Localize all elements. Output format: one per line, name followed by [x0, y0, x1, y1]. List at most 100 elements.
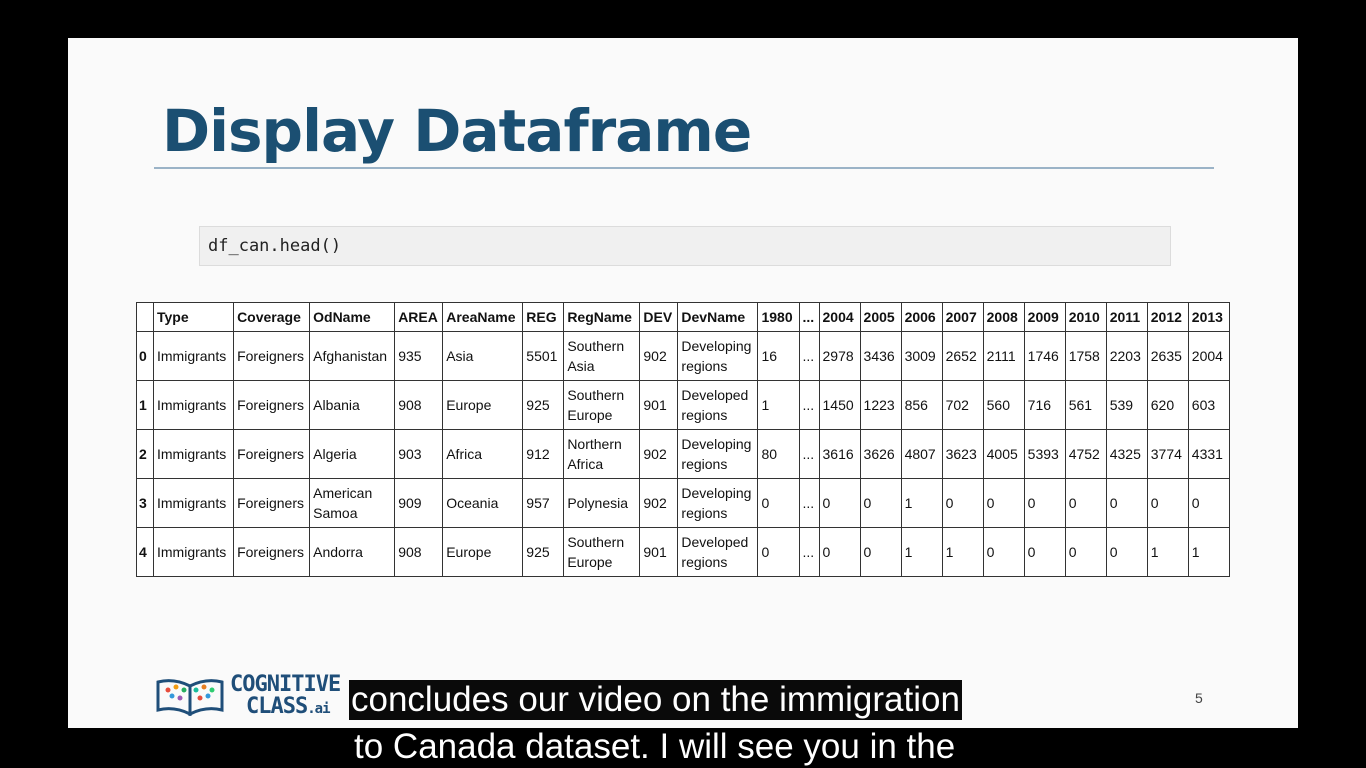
table-cell: 901 — [639, 380, 679, 430]
table-cell: 4005 — [982, 429, 1025, 479]
table-cell: Asia — [442, 331, 524, 381]
column-header: 2007 — [941, 302, 984, 332]
column-header: 2009 — [1023, 302, 1066, 332]
table-cell: 902 — [639, 478, 679, 528]
table-cell: 1 — [900, 478, 943, 528]
table-cell: 80 — [757, 429, 800, 479]
column-header: Type — [152, 302, 235, 332]
table-cell: 0 — [818, 478, 861, 528]
logo-text-class: CLASS — [246, 694, 308, 719]
table-cell: 1 — [757, 380, 800, 430]
table-cell: Foreigners — [233, 527, 311, 577]
table-row: 4 Immigrants Foreigners Andorra 908 Europe 925… — [136, 527, 1231, 577]
table-cell: 901 — [639, 527, 679, 577]
table-cell: 2004 — [1187, 331, 1231, 381]
page-number: 5 — [1195, 690, 1203, 706]
table-cell: Immigrants — [152, 380, 235, 430]
column-header: REG — [522, 302, 565, 332]
book-logo-icon — [156, 679, 224, 716]
column-header: 2004 — [818, 302, 861, 332]
table-cell: Developing regions — [677, 429, 759, 479]
table-cell: ... — [798, 380, 820, 430]
table-cell: 0 — [1064, 527, 1107, 577]
column-header: Coverage — [233, 302, 311, 332]
table-cell: 4752 — [1064, 429, 1107, 479]
column-header: 2006 — [900, 302, 943, 332]
table-cell: Albania — [309, 380, 396, 430]
table-cell: 560 — [982, 380, 1025, 430]
row-index: 1 — [136, 380, 154, 430]
logo-text-suffix: .ai — [307, 701, 330, 717]
table-cell: 0 — [757, 478, 800, 528]
table-cell: Africa — [442, 429, 524, 479]
table-cell: Europe — [442, 527, 524, 577]
table-cell: Foreigners — [233, 331, 311, 381]
table-cell: 0 — [818, 527, 861, 577]
code-text: df_can.head() — [208, 236, 342, 256]
code-cell: df_can.head() — [199, 226, 1171, 266]
table-cell: 1 — [941, 527, 984, 577]
row-index: 2 — [136, 429, 154, 479]
table-cell: ... — [798, 331, 820, 381]
table-cell: 702 — [941, 380, 984, 430]
column-header: 2013 — [1187, 302, 1231, 332]
table-cell: 1758 — [1064, 331, 1107, 381]
table-cell: 3623 — [941, 429, 984, 479]
table-cell: 5393 — [1023, 429, 1066, 479]
table-cell: 1 — [1146, 527, 1189, 577]
table-cell: 856 — [900, 380, 943, 430]
table-cell: Andorra — [309, 527, 396, 577]
table-cell: 4325 — [1105, 429, 1148, 479]
table-row: 1 Immigrants Foreigners Albania 908 Europe 925… — [136, 380, 1231, 430]
table-cell: 925 — [522, 527, 565, 577]
table-cell: 561 — [1064, 380, 1107, 430]
column-header: RegName — [563, 302, 641, 332]
table-cell: 0 — [982, 478, 1025, 528]
slide: Display Dataframe df_can.head() Type Cove… — [68, 38, 1298, 728]
table-cell: Immigrants — [152, 331, 235, 381]
table-cell: 2203 — [1105, 331, 1148, 381]
column-header: 2008 — [982, 302, 1025, 332]
column-header: DEV — [639, 302, 679, 332]
table-cell: 0 — [859, 478, 902, 528]
table-header-row: Type Coverage OdName AREA AreaName REG RegName… — [136, 302, 1231, 332]
table-cell: 908 — [394, 527, 444, 577]
table-cell: Immigrants — [152, 478, 235, 528]
table-cell: 2652 — [941, 331, 984, 381]
table-cell: 0 — [1105, 478, 1148, 528]
table-row: 2 Immigrants Foreigners Algeria 903 Africa 912… — [136, 429, 1231, 479]
table-cell: 3009 — [900, 331, 943, 381]
table-cell: 4331 — [1187, 429, 1231, 479]
table-cell: 0 — [1105, 527, 1148, 577]
table-cell: 912 — [522, 429, 565, 479]
table-cell: 5501 — [522, 331, 565, 381]
row-index: 3 — [136, 478, 154, 528]
table-cell: Foreigners — [233, 380, 311, 430]
column-header: ... — [798, 302, 820, 332]
table-cell: 539 — [1105, 380, 1148, 430]
caption-line-1: concludes our video on the immigration — [349, 680, 962, 720]
table-row: 0 Immigrants Foreigners Afghanistan 935 Asia 5… — [136, 331, 1231, 381]
table-cell: 0 — [859, 527, 902, 577]
logo-text-top: COGNITIVE — [230, 672, 341, 697]
column-header: 2005 — [859, 302, 902, 332]
table-cell: 1746 — [1023, 331, 1066, 381]
table-cell: 3774 — [1146, 429, 1189, 479]
table-cell: 716 — [1023, 380, 1066, 430]
table-cell: Europe — [442, 380, 524, 430]
caption-line-2: to Canada dataset. I will see you in the — [354, 727, 956, 766]
table-cell: 0 — [1023, 527, 1066, 577]
table-cell: 902 — [639, 429, 679, 479]
column-header: AREA — [394, 302, 444, 332]
table-cell: ... — [798, 478, 820, 528]
table-cell: Northern Africa — [563, 429, 641, 479]
table-cell: Southern Europe — [563, 380, 641, 430]
table-cell: Developing regions — [677, 478, 759, 528]
table-cell: 3626 — [859, 429, 902, 479]
column-header: AreaName — [442, 302, 524, 332]
row-index: 4 — [136, 527, 154, 577]
dataframe-table: Type Coverage OdName AREA AreaName REG RegName… — [136, 302, 1231, 577]
table-cell: Developing regions — [677, 331, 759, 381]
table-cell: Algeria — [309, 429, 396, 479]
table-cell: 1223 — [859, 380, 902, 430]
